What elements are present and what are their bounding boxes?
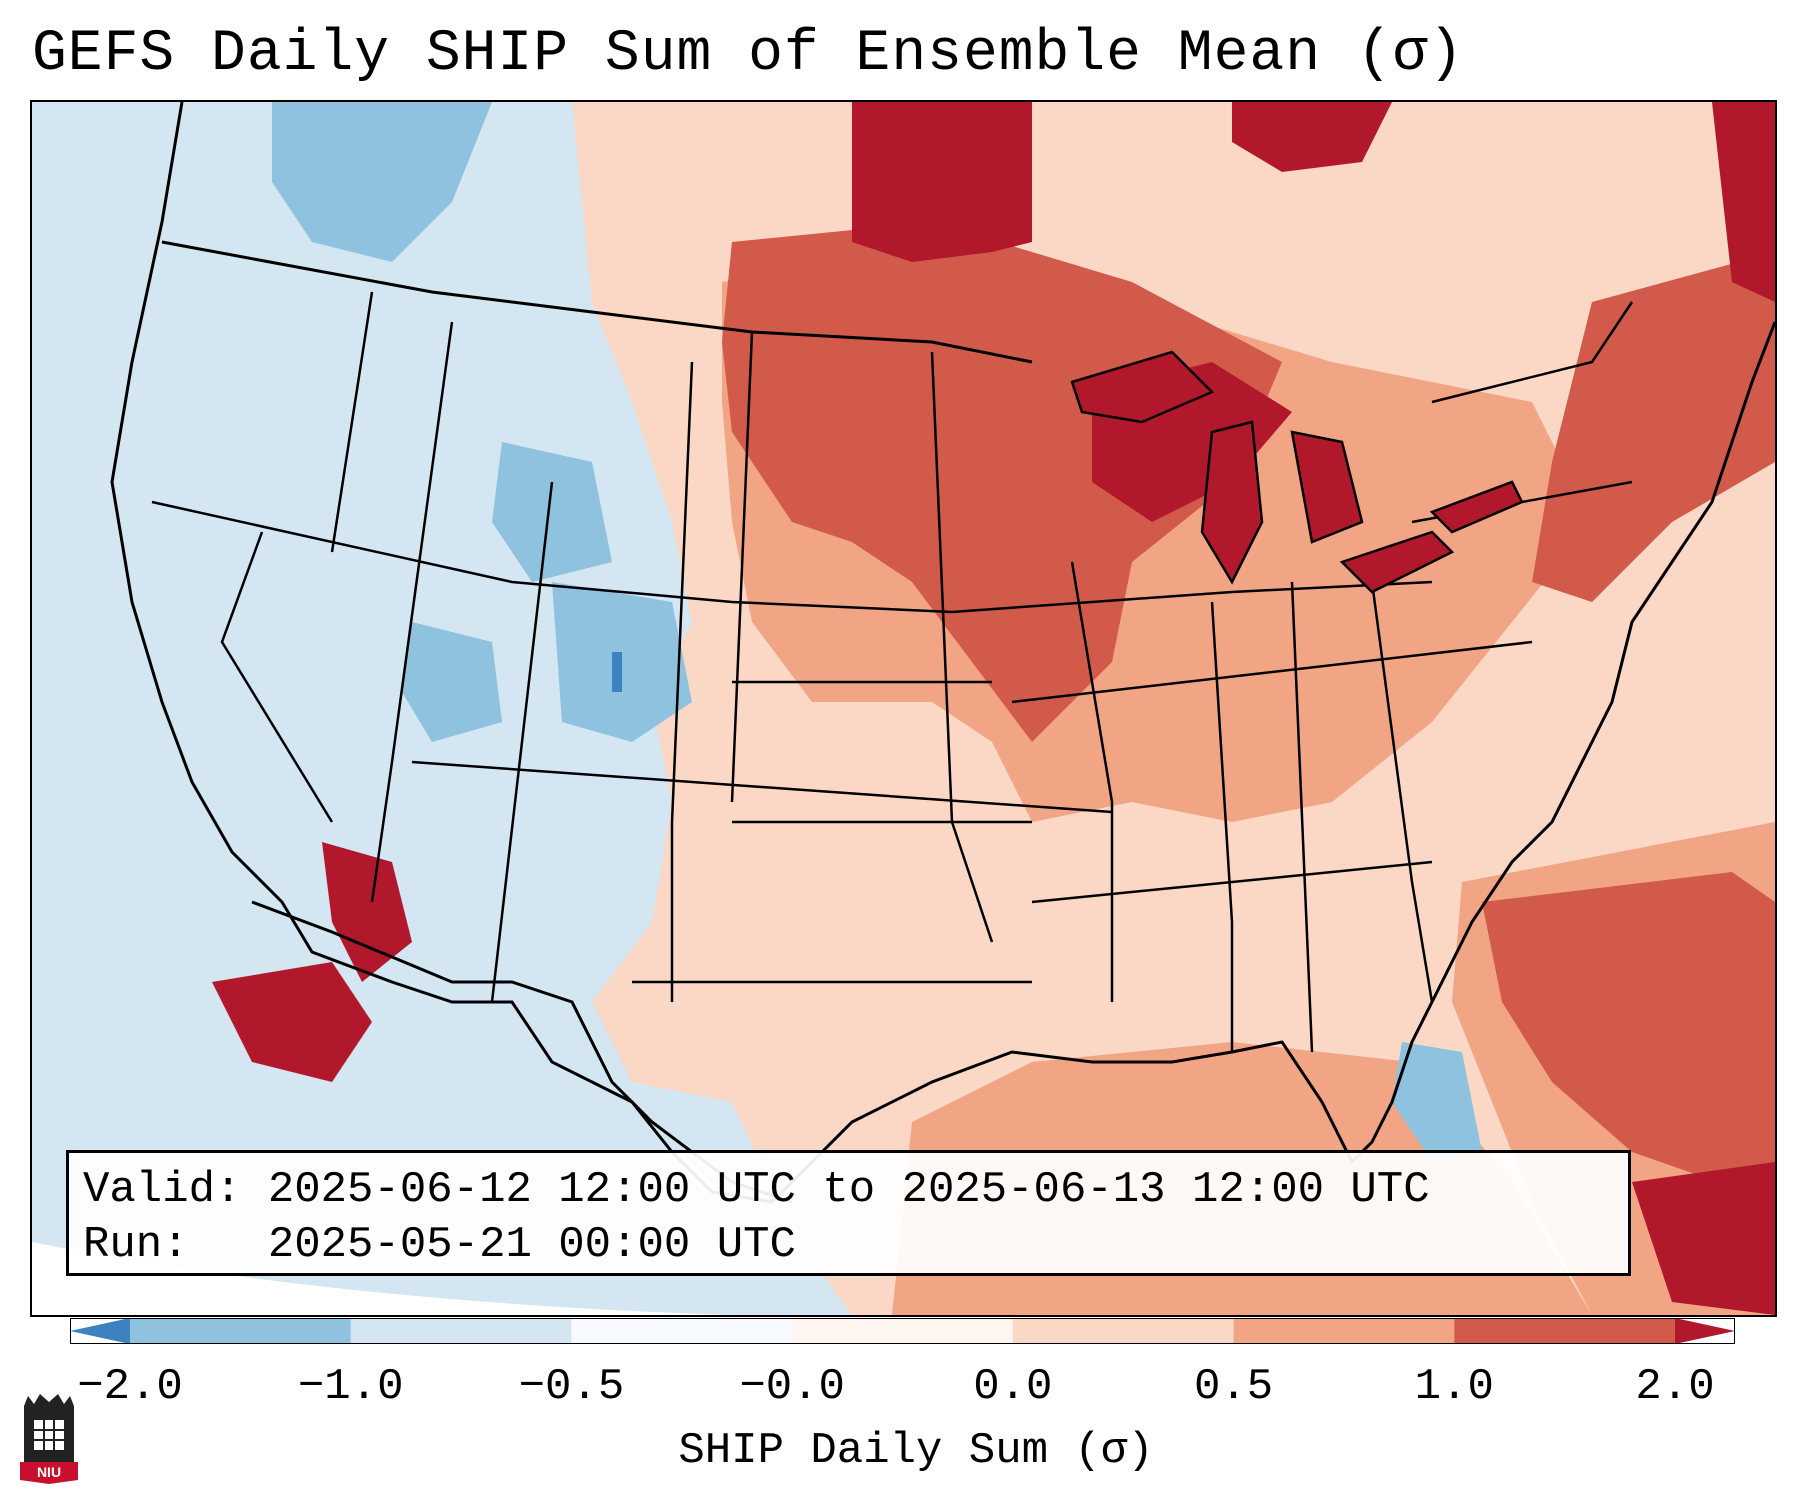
region-pos2-ontario	[1232, 102, 1392, 172]
colorbar-label: SHIP Daily Sum (σ)	[678, 1426, 1154, 1476]
logo-window	[34, 1420, 64, 1450]
logo-banner	[20, 1462, 78, 1484]
colorbar-tick-label: 0.5	[1193, 1362, 1274, 1412]
great-lakes	[1070, 350, 1524, 594]
colorbar-tick-label: 1.0	[1414, 1362, 1494, 1412]
niu-logo-icon: NIU	[20, 1394, 78, 1484]
region-pos2-baja	[212, 962, 372, 1082]
state-lines	[151, 291, 1634, 1053]
colorbar-tick-label: −2.0	[77, 1362, 183, 1412]
colorbar-tick-label: −0.5	[518, 1362, 625, 1412]
valid-run-info-box: Valid: 2025-06-12 12:00 UTC to 2025-06-1…	[66, 1150, 1631, 1276]
projection-edge-sw	[32, 1242, 732, 1315]
colorbar-tick-label: −0.0	[739, 1362, 845, 1412]
region-neg2-co	[612, 652, 622, 692]
region-pos2-nd	[852, 102, 1032, 262]
colorbar-segment	[350, 1318, 572, 1344]
colorbar-arrow-low	[70, 1318, 130, 1344]
colorbar-segment	[792, 1318, 1014, 1344]
colorbar-arrow-high	[1675, 1318, 1735, 1344]
canada-border	[161, 240, 1033, 364]
colorbar-tick-label: −1.0	[297, 1362, 404, 1412]
region-pos2-gulf-ca	[322, 842, 412, 982]
colorbar-segment	[130, 1318, 352, 1344]
colorbar-segments	[70, 1318, 1735, 1344]
region-neg1-wy	[492, 442, 612, 582]
colorbar-tick-label: 2.0	[1635, 1362, 1715, 1412]
region-pos15-midwest	[722, 222, 1282, 742]
us-coastline	[110, 102, 1775, 1204]
region-neg1-fl	[1392, 1042, 1482, 1162]
run-time-text: Run: 2025-05-21 00:00 UTC	[83, 1220, 796, 1270]
colorbar	[70, 1318, 1735, 1344]
region-neg1-ut	[402, 622, 502, 742]
chart-title: GEFS Daily SHIP Sum of Ensemble Mean (σ)	[32, 22, 1465, 87]
colorbar-segment	[1012, 1318, 1235, 1344]
valid-time-text: Valid: 2025-06-12 12:00 UTC to 2025-06-1…	[83, 1165, 1430, 1215]
colorbar-segment	[1233, 1318, 1455, 1344]
region-pos2-maritime	[1712, 102, 1775, 302]
map-panel	[30, 100, 1777, 1317]
region-pos15-atlantic	[1482, 872, 1775, 1202]
map-svg	[32, 102, 1775, 1315]
colorbar-segment	[571, 1318, 793, 1344]
logo-crenellation	[24, 1394, 74, 1406]
region-pos2-caribbean	[1632, 1162, 1775, 1315]
colorbar-segment	[1454, 1318, 1676, 1344]
logo-text: NIU	[37, 1464, 61, 1480]
region-neg1-pnw	[272, 102, 492, 262]
colorbar-tick-label: 0.0	[973, 1362, 1053, 1412]
region-pos15-northeast	[1532, 252, 1775, 602]
